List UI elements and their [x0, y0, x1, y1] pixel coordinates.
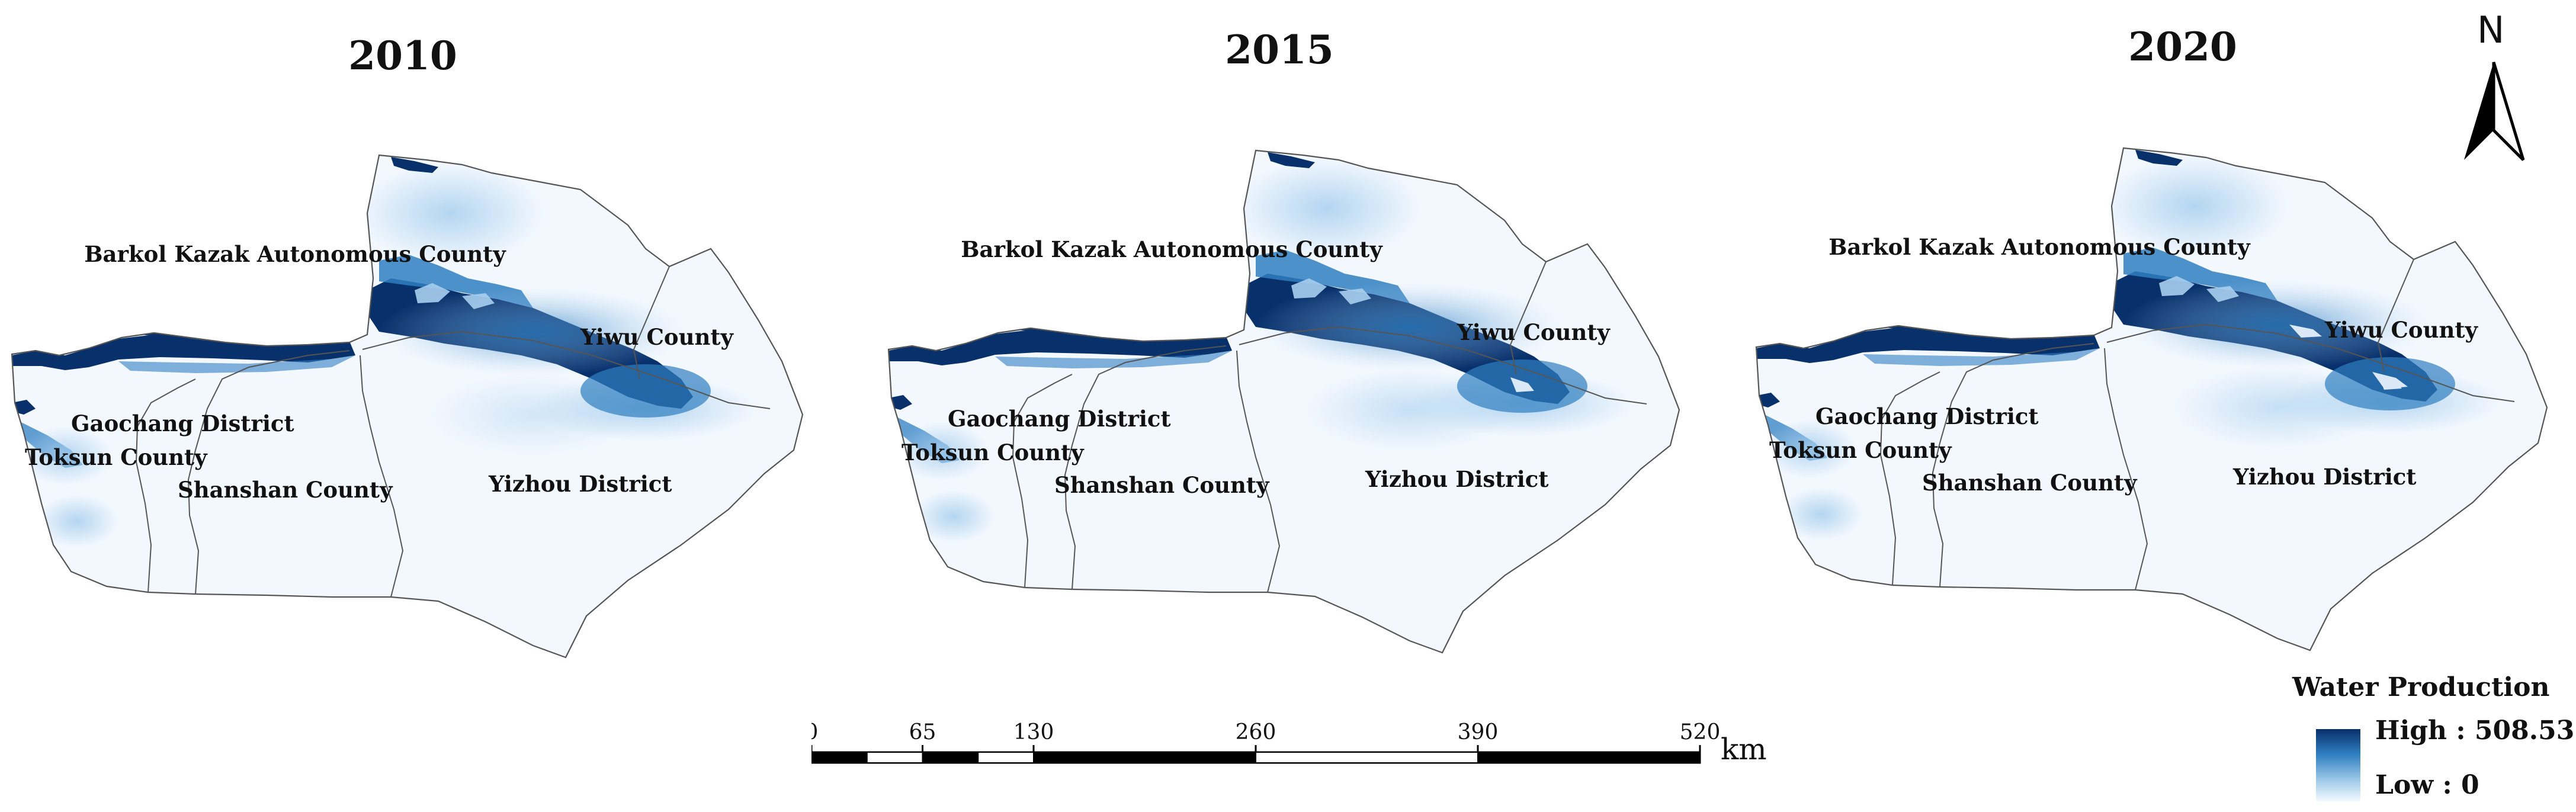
- panel-year-title: 2015: [1225, 27, 1334, 73]
- region-outline: [1755, 147, 2548, 651]
- north-arrow-letter: N: [2477, 8, 2505, 52]
- region-map: Barkol Kazak Autonomous County Yiwu Count…: [887, 149, 1680, 654]
- legend-low-label: Low : 0: [2375, 770, 2479, 800]
- scale-bar-segment: [866, 752, 923, 763]
- map-panel-2010: 2010 Barkol Kazak Autonomous County Yiwu …: [0, 0, 859, 699]
- place-label-toksun: Toksun County: [902, 439, 1085, 466]
- scale-bar-segment: [1033, 752, 1256, 763]
- place-label-toksun: Toksun County: [25, 444, 208, 470]
- panel-year-title: 2020: [2128, 24, 2237, 70]
- place-label-gaochang: Gaochang District: [71, 410, 294, 437]
- region-outline: [887, 149, 1680, 654]
- scale-bar-tick-label: 390: [1458, 720, 1499, 744]
- scale-bar-tick-label: 260: [1236, 720, 1276, 744]
- map-panel-2020: 2020 Barkol Kazak Autonomous County Yiwu …: [1724, 0, 2576, 699]
- district-boundary: [362, 330, 771, 409]
- district-boundary: [1239, 326, 1647, 405]
- region-outline: [11, 154, 804, 659]
- map-group: Barkol Kazak Autonomous County Yiwu Count…: [887, 149, 1680, 654]
- district-boundary: [360, 355, 404, 598]
- district-boundary: [2104, 348, 2148, 590]
- district-boundary: [2106, 323, 2515, 402]
- scale-bar: 0 65 130 260 390 520 km: [811, 720, 1767, 766]
- place-label-barkol: Barkol Kazak Autonomous County: [84, 241, 506, 267]
- water-production-raster: [888, 152, 1635, 543]
- scale-bar-ticks: 0 65 130 260 390 520: [811, 720, 1720, 752]
- place-label-yizhou: Yizhou District: [488, 471, 672, 497]
- scale-bar-segment: [811, 752, 868, 763]
- north-arrow-icon: [2464, 62, 2525, 161]
- place-label-yiwu: Yiwu County: [1457, 319, 1611, 345]
- panel-year-title: 2010: [348, 33, 457, 79]
- legend-title: Water Production: [2292, 672, 2550, 702]
- map-group: Barkol Kazak Autonomous County Yiwu Count…: [1755, 147, 2548, 651]
- scale-bar-tick-label: 520: [1680, 720, 1721, 744]
- place-label-yizhou: Yizhou District: [1365, 466, 1548, 492]
- district-boundary: [135, 378, 196, 593]
- legend: Water Production High : 508.535 Low : 0: [2292, 672, 2576, 808]
- map-panel-2015: 2015 Barkol Kazak Autonomous County Yiwu …: [865, 0, 1724, 699]
- scale-bar-segments: [811, 751, 1701, 764]
- district-boundary: [633, 266, 670, 380]
- scale-bar-tick-label: 65: [909, 720, 936, 744]
- scale-bar-segment: [922, 752, 979, 763]
- place-label-gaochang: Gaochang District: [1815, 403, 2039, 429]
- district-boundary: [1509, 261, 1547, 375]
- district-boundary: [2377, 259, 2414, 373]
- scale-bar-segment: [1255, 752, 1478, 763]
- scale-bar-segment: [977, 752, 1034, 763]
- scale-bar-tick-label: 130: [1013, 720, 1054, 744]
- place-label-barkol: Barkol Kazak Autonomous County: [961, 236, 1383, 262]
- region-map: Barkol Kazak Autonomous County Yiwu Count…: [11, 154, 804, 659]
- region-fill: [12, 155, 803, 657]
- district-boundary: [187, 350, 350, 595]
- scale-bar-segment: [1477, 752, 1701, 763]
- legend-color-ramp: [2316, 729, 2360, 801]
- district-boundary: [1932, 343, 2094, 588]
- place-label-barkol: Barkol Kazak Autonomous County: [1828, 234, 2251, 260]
- scale-bar-tick-label: 0: [811, 720, 818, 744]
- place-label-yiwu: Yiwu County: [580, 324, 734, 350]
- district-boundary: [1012, 374, 1073, 588]
- legend-high-label: High : 508.535: [2375, 715, 2576, 746]
- district-boundary: [1879, 371, 1940, 586]
- place-label-toksun: Toksun County: [1769, 437, 1952, 463]
- district-boundary: [1236, 350, 1281, 593]
- place-label-yiwu: Yiwu County: [2324, 317, 2478, 343]
- place-label-shanshan: Shanshan County: [178, 477, 393, 503]
- district-boundary: [1064, 345, 1227, 590]
- map-group: Barkol Kazak Autonomous County Yiwu Count…: [11, 154, 804, 659]
- water-production-raster: [12, 157, 758, 548]
- region-map: Barkol Kazak Autonomous County Yiwu Count…: [1755, 147, 2548, 651]
- region-fill: [888, 150, 1679, 653]
- region-fill: [1756, 148, 2547, 650]
- place-label-yizhou: Yizhou District: [2232, 464, 2416, 490]
- water-production-raster: [1756, 150, 2503, 541]
- scale-bar-unit: km: [1721, 732, 1767, 766]
- place-label-shanshan: Shanshan County: [1054, 472, 1270, 498]
- place-label-shanshan: Shanshan County: [1922, 470, 2138, 496]
- place-label-gaochang: Gaochang District: [948, 406, 1171, 432]
